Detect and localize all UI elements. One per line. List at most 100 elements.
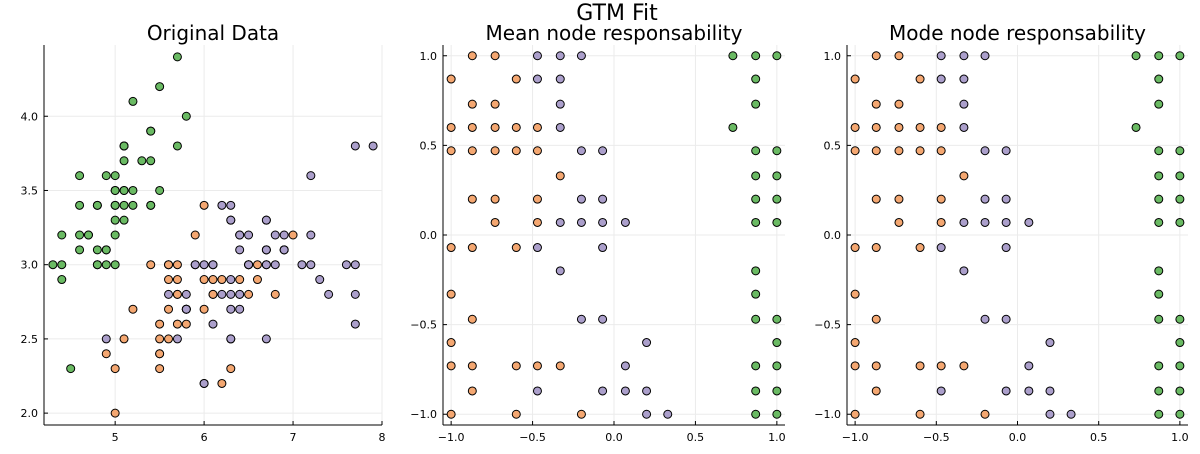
- data-point: [894, 51, 904, 61]
- data-point: [959, 99, 969, 109]
- data-point: [850, 122, 860, 132]
- data-point: [772, 146, 782, 156]
- data-point: [1131, 51, 1141, 61]
- data-point: [128, 200, 138, 210]
- data-point: [110, 215, 120, 225]
- data-point: [1045, 338, 1055, 348]
- x-tick-label: −1.0: [438, 431, 465, 444]
- data-point: [1175, 217, 1185, 227]
- data-point: [324, 289, 334, 299]
- y-tick-label: 0.5: [420, 139, 438, 152]
- data-point: [980, 217, 990, 227]
- data-point: [555, 51, 565, 61]
- data-point: [119, 200, 129, 210]
- data-point: [226, 304, 236, 314]
- data-point: [446, 74, 456, 84]
- data-point: [306, 230, 316, 240]
- data-point: [1024, 217, 1034, 227]
- data-point: [467, 99, 477, 109]
- x-tick-label: 1.0: [768, 431, 786, 444]
- data-point: [1001, 386, 1011, 396]
- data-point: [467, 194, 477, 204]
- data-point: [1154, 217, 1164, 227]
- data-point: [1154, 51, 1164, 61]
- data-point: [226, 215, 236, 225]
- data-point: [110, 185, 120, 195]
- data-point: [235, 289, 245, 299]
- panel-title: Original Data: [147, 21, 279, 45]
- data-point: [1045, 409, 1055, 419]
- data-point: [894, 122, 904, 132]
- data-point: [446, 409, 456, 419]
- y-tick-label: −1.0: [410, 408, 437, 421]
- data-point: [850, 338, 860, 348]
- x-tick-label: −0.5: [519, 431, 546, 444]
- data-point: [555, 266, 565, 276]
- data-point: [235, 230, 245, 240]
- data-point: [128, 96, 138, 106]
- data-point: [871, 386, 881, 396]
- data-point: [446, 289, 456, 299]
- data-point: [772, 361, 782, 371]
- data-point: [936, 51, 946, 61]
- data-point: [128, 304, 138, 314]
- panel-1: 5 6 7 8 2.0 2.5 3.0 3.5 4.0 Original Data: [21, 21, 386, 444]
- data-point: [598, 314, 608, 324]
- data-point: [128, 185, 138, 195]
- data-point: [119, 185, 129, 195]
- data-point: [490, 217, 500, 227]
- y-tick-label: 0.5: [824, 139, 842, 152]
- data-point: [915, 74, 925, 84]
- data-point: [959, 51, 969, 61]
- data-point: [490, 51, 500, 61]
- data-point: [532, 74, 542, 84]
- data-point: [57, 230, 67, 240]
- data-point: [598, 386, 608, 396]
- data-point: [1024, 361, 1034, 371]
- data-point: [871, 99, 881, 109]
- data-point: [620, 361, 630, 371]
- data-point: [467, 386, 477, 396]
- data-point: [467, 361, 477, 371]
- data-point: [936, 194, 946, 204]
- data-point: [576, 217, 586, 227]
- data-point: [172, 275, 182, 285]
- data-point: [164, 304, 174, 314]
- data-point: [252, 260, 262, 270]
- data-point: [446, 146, 456, 156]
- data-point: [288, 230, 298, 240]
- y-tick-label: 1.0: [420, 50, 438, 63]
- data-point: [576, 194, 586, 204]
- x-tick-label: 0.0: [1009, 431, 1027, 444]
- panel-2: −1.0 −0.5 0.0 0.5 1.0 −1.0 −0.5 0.0 0.5 1.0 Mean n…: [410, 21, 785, 444]
- data-point: [663, 409, 673, 419]
- data-point: [490, 99, 500, 109]
- data-point: [110, 260, 120, 270]
- data-point: [532, 122, 542, 132]
- data-point: [850, 289, 860, 299]
- x-tick-label: −1.0: [842, 431, 869, 444]
- data-point: [576, 314, 586, 324]
- data-point: [190, 260, 200, 270]
- data-point: [226, 289, 236, 299]
- data-point: [936, 386, 946, 396]
- data-point: [181, 111, 191, 121]
- data-point: [1154, 386, 1164, 396]
- x-tick-label: −0.5: [923, 431, 950, 444]
- data-point: [894, 217, 904, 227]
- data-point: [511, 74, 521, 84]
- data-point: [446, 243, 456, 253]
- data-point: [208, 275, 218, 285]
- data-point: [1154, 194, 1164, 204]
- data-point: [110, 200, 120, 210]
- data-point: [226, 334, 236, 344]
- x-tick-label: 0.0: [605, 431, 623, 444]
- data-point: [642, 338, 652, 348]
- data-point: [172, 260, 182, 270]
- data-point: [728, 51, 738, 61]
- data-point: [217, 378, 227, 388]
- data-point: [172, 334, 182, 344]
- data-point: [1154, 409, 1164, 419]
- data-point: [751, 386, 761, 396]
- data-point: [172, 319, 182, 329]
